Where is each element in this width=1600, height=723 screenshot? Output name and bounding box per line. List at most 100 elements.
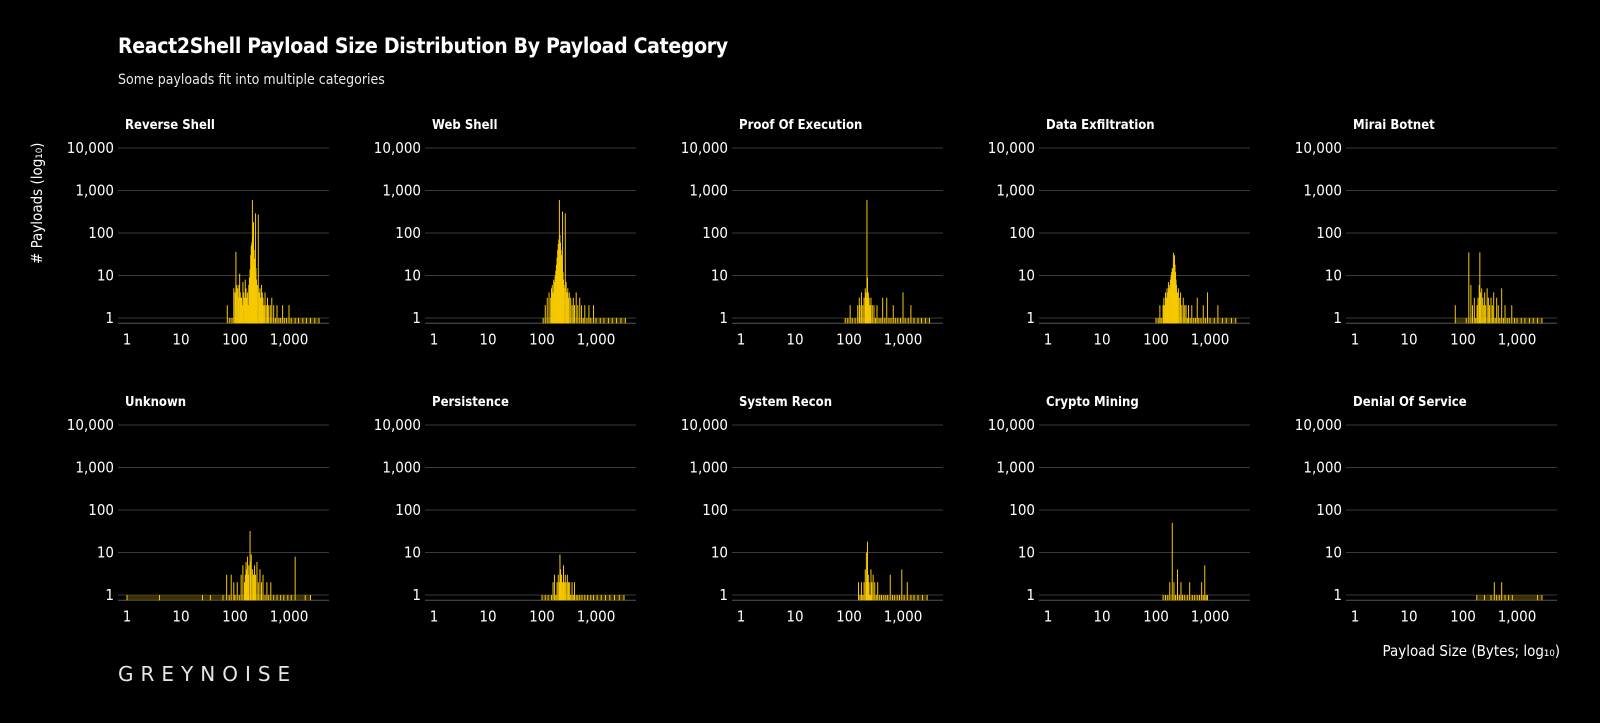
x-tick-label: 100 — [529, 330, 555, 348]
y-tick-label: 1 — [412, 586, 421, 604]
x-tick-label: 1 — [737, 330, 746, 348]
x-tick-label: 1,000 — [577, 607, 616, 625]
y-tick-label: 1 — [1026, 309, 1035, 327]
y-tick-label: 10,000 — [374, 416, 421, 434]
y-tick-label: 1,000 — [1303, 459, 1342, 477]
x-tick-label: 10 — [1093, 330, 1110, 348]
x-tick-label: 1,000 — [1498, 330, 1537, 348]
y-tick-label: 1,000 — [382, 182, 421, 200]
x-tick-label: 1,000 — [1191, 607, 1230, 625]
y-tick-label: 10,000 — [1295, 139, 1342, 157]
x-tick-label: 1 — [1044, 330, 1053, 348]
y-tick-label: 1,000 — [75, 182, 114, 200]
y-tick-label: 1 — [1333, 309, 1342, 327]
x-tick-label: 100 — [1143, 607, 1169, 625]
x-tick-label: 1,000 — [884, 607, 923, 625]
panel-system-recon: System Recon 1 10 100 1,000 10,000 1 10 100 1,000 — [681, 395, 943, 625]
y-tick-label: 100 — [702, 224, 728, 242]
y-tick-label: 100 — [1009, 224, 1035, 242]
panel-title: Reverse Shell — [125, 118, 215, 133]
x-tick-label: 1 — [1044, 607, 1053, 625]
panel-persistence: Persistence 1 10 100 1,000 10,000 1 10 100 1,000 — [374, 395, 636, 625]
y-tick-label: 1 — [719, 309, 728, 327]
y-tick-label: 1 — [1026, 586, 1035, 604]
y-tick-label: 100 — [1316, 224, 1342, 242]
y-tick-label: 1,000 — [689, 182, 728, 200]
baseline-band — [543, 318, 626, 324]
x-tick-label: 1 — [123, 607, 132, 625]
panel-denial-of-service: Denial Of Service 1 10 100 1,000 10,000 1 10 100… — [1295, 395, 1557, 625]
baseline-band — [127, 595, 311, 601]
x-tick-label: 1,000 — [577, 330, 616, 348]
y-tick-label: 1 — [719, 586, 728, 604]
x-tick-label: 1 — [1351, 607, 1360, 625]
y-tick-label: 1,000 — [996, 459, 1035, 477]
y-tick-label: 10 — [97, 267, 114, 285]
x-tick-label: 10 — [479, 330, 496, 348]
panel-title: Denial Of Service — [1353, 395, 1467, 410]
baseline-band — [1163, 595, 1208, 601]
y-tick-label: 10 — [404, 267, 421, 285]
x-tick-label: 1,000 — [1498, 607, 1537, 625]
x-tick-label: 100 — [836, 607, 862, 625]
y-tick-label: 100 — [88, 224, 114, 242]
y-tick-label: 1,000 — [75, 459, 114, 477]
panel-title: Data Exfiltration — [1046, 118, 1155, 133]
panel-title: System Recon — [739, 395, 832, 410]
x-tick-label: 1,000 — [270, 607, 309, 625]
y-tick-label: 10,000 — [988, 416, 1035, 434]
panel-title: Web Shell — [432, 118, 498, 133]
y-tick-label: 100 — [395, 224, 421, 242]
x-tick-label: 100 — [836, 330, 862, 348]
y-tick-label: 10 — [404, 544, 421, 562]
y-tick-label: 1 — [412, 309, 421, 327]
y-tick-label: 1 — [105, 309, 114, 327]
y-tick-label: 10,000 — [67, 416, 114, 434]
panel-web-shell: Web Shell 1 10 100 1,000 10,000 1 10 100 1,000 — [374, 118, 636, 348]
x-tick-label: 1 — [737, 607, 746, 625]
y-tick-label: 10 — [1018, 267, 1035, 285]
y-tick-label: 100 — [702, 501, 728, 519]
chart-title: React2Shell Payload Size Distribution By… — [118, 34, 728, 58]
y-tick-label: 10 — [1325, 544, 1342, 562]
y-tick-label: 10,000 — [681, 416, 728, 434]
x-tick-label: 1,000 — [1191, 330, 1230, 348]
y-tick-label: 100 — [395, 501, 421, 519]
x-tick-label: 1,000 — [270, 330, 309, 348]
greynoise-logo: GREYNOISE — [118, 662, 298, 686]
baseline-band — [1476, 595, 1542, 601]
panel-title: Proof Of Execution — [739, 118, 862, 133]
y-tick-label: 10,000 — [1295, 416, 1342, 434]
panel-data-exfiltration: Data Exfiltration 1 10 100 1,000 10,000 1 10 100… — [988, 118, 1250, 348]
x-tick-label: 10 — [1400, 330, 1417, 348]
x-axis-label: Payload Size (Bytes; log₁₀) — [1382, 642, 1560, 660]
y-tick-label: 10 — [1325, 267, 1342, 285]
y-tick-label: 10 — [711, 267, 728, 285]
y-tick-label: 10 — [711, 544, 728, 562]
panel-title: Unknown — [125, 395, 186, 410]
y-tick-label: 10,000 — [988, 139, 1035, 157]
panel-crypto-mining: Crypto Mining 1 10 100 1,000 10,000 1 10 100 1,00… — [988, 395, 1250, 625]
y-tick-label: 10,000 — [374, 139, 421, 157]
y-tick-label: 1,000 — [1303, 182, 1342, 200]
y-tick-label: 100 — [1009, 501, 1035, 519]
y-tick-label: 1 — [1333, 586, 1342, 604]
x-tick-label: 10 — [1093, 607, 1110, 625]
x-tick-label: 100 — [529, 607, 555, 625]
x-tick-label: 10 — [172, 330, 189, 348]
panel-reverse-shell: Reverse Shell 1 10 100 1,000 10,000 1 10 100 1,00… — [67, 118, 329, 348]
x-tick-label: 10 — [786, 330, 803, 348]
x-tick-label: 1 — [430, 330, 439, 348]
x-tick-label: 10 — [786, 607, 803, 625]
x-tick-label: 100 — [1450, 607, 1476, 625]
y-tick-label: 100 — [1316, 501, 1342, 519]
baseline-band — [845, 318, 930, 324]
x-tick-label: 10 — [172, 607, 189, 625]
panel-proof-of-execution: Proof Of Execution 1 10 100 1,000 10,000 1 10 10… — [681, 118, 943, 348]
y-tick-label: 10,000 — [681, 139, 728, 157]
y-tick-label: 1,000 — [689, 459, 728, 477]
x-tick-label: 10 — [479, 607, 496, 625]
panel-title: Mirai Botnet — [1353, 118, 1435, 133]
x-tick-label: 1,000 — [884, 330, 923, 348]
